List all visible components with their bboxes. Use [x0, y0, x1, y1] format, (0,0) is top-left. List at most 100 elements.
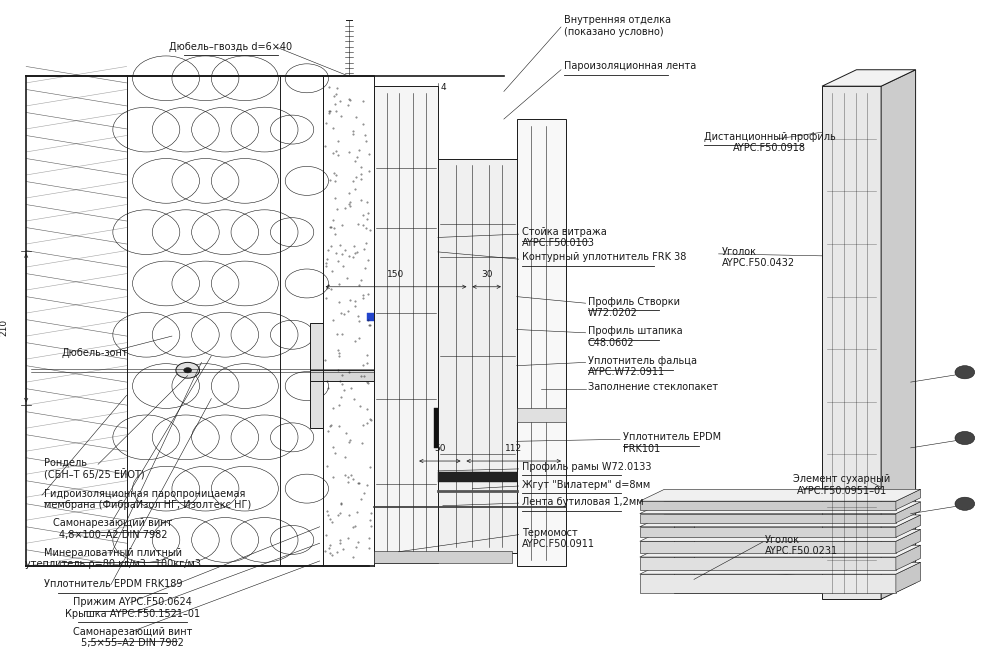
- Point: [355, 119, 371, 130]
- Point: [353, 494, 369, 504]
- Point: [320, 383, 336, 393]
- Point: [355, 96, 371, 106]
- Polygon shape: [694, 567, 847, 592]
- Point: [355, 290, 371, 301]
- Point: [319, 254, 335, 264]
- Point: [361, 148, 377, 159]
- Point: [345, 521, 361, 532]
- Point: [353, 275, 369, 285]
- Point: [342, 201, 358, 212]
- Point: [337, 451, 353, 462]
- Text: 50: 50: [434, 444, 446, 453]
- Point: [332, 508, 348, 519]
- Point: [346, 393, 362, 404]
- Point: [337, 202, 353, 213]
- Text: 210: 210: [0, 320, 8, 336]
- Point: [323, 241, 339, 251]
- Text: Уголок: Уголок: [722, 247, 757, 257]
- Point: [327, 193, 343, 204]
- Point: [349, 152, 365, 162]
- Text: (показано условно): (показано условно): [564, 26, 664, 37]
- Point: [350, 310, 366, 321]
- Point: [345, 552, 361, 563]
- Point: [321, 543, 337, 554]
- Point: [337, 470, 353, 480]
- Point: [334, 219, 350, 230]
- Point: [349, 506, 365, 517]
- Point: [325, 315, 341, 326]
- Point: [340, 532, 356, 543]
- Point: [361, 532, 377, 543]
- Point: [362, 514, 378, 525]
- Point: [357, 130, 373, 140]
- Text: Пароизоляционная лента: Пароизоляционная лента: [564, 61, 696, 71]
- Point: [355, 293, 371, 303]
- Point: [318, 258, 334, 268]
- Point: [361, 320, 377, 330]
- Point: [319, 283, 335, 293]
- Point: [330, 345, 346, 356]
- Polygon shape: [822, 70, 916, 86]
- Text: Уплотнитель EPDM: Уплотнитель EPDM: [623, 432, 721, 442]
- Point: [358, 223, 374, 233]
- Text: 5,5×55–A2 DIN 7982: 5,5×55–A2 DIN 7982: [81, 638, 184, 648]
- Point: [325, 215, 341, 225]
- Bar: [434, 409, 438, 448]
- Point: [359, 350, 375, 360]
- Polygon shape: [674, 520, 822, 592]
- Point: [357, 263, 373, 273]
- Point: [335, 261, 351, 272]
- Text: (СБН–Т 65/25 ЕЙОТ): (СБН–Т 65/25 ЕЙОТ): [44, 468, 145, 479]
- Point: [350, 478, 366, 488]
- Point: [351, 145, 367, 156]
- Text: Рондель: Рондель: [44, 457, 87, 467]
- Point: [330, 256, 346, 266]
- Text: Профиль рамы W72.0133: Профиль рамы W72.0133: [522, 462, 651, 472]
- Point: [326, 168, 342, 179]
- Text: AYPC.F50.0911: AYPC.F50.0911: [522, 539, 595, 549]
- Bar: [640, 541, 896, 553]
- Polygon shape: [640, 529, 921, 541]
- Point: [342, 95, 358, 105]
- Point: [329, 82, 345, 93]
- Point: [320, 425, 336, 436]
- Text: Прижим AYPC.F50.0624: Прижим AYPC.F50.0624: [73, 598, 192, 608]
- Point: [320, 279, 336, 290]
- Polygon shape: [896, 501, 921, 523]
- Text: AYPC.F50.0432: AYPC.F50.0432: [722, 258, 795, 268]
- Text: AYPC.F50.0103: AYPC.F50.0103: [522, 239, 595, 248]
- Point: [325, 402, 341, 413]
- Text: Дюбель–гвоздь d=6×40: Дюбель–гвоздь d=6×40: [169, 42, 293, 52]
- Polygon shape: [896, 529, 921, 553]
- Point: [329, 547, 345, 558]
- Point: [362, 414, 378, 424]
- Point: [339, 273, 355, 283]
- Polygon shape: [896, 515, 921, 537]
- Point: [333, 111, 349, 121]
- Point: [363, 521, 379, 531]
- Text: мембрана (ФибраИзол НГ, Изолтекс НГ): мембрана (ФибраИзол НГ, Изолтекс НГ): [44, 500, 251, 510]
- Point: [352, 401, 368, 411]
- Point: [348, 171, 364, 182]
- Point: [324, 266, 340, 276]
- Text: утеплитель ρ=80 кг/м3...100кг/м3: утеплитель ρ=80 кг/м3...100кг/м3: [25, 559, 201, 569]
- Point: [325, 123, 341, 133]
- Point: [347, 185, 363, 195]
- Text: Элемент сухарный: Элемент сухарный: [793, 474, 890, 484]
- Point: [332, 537, 348, 548]
- Text: Дистанционный профиль: Дистанционный профиль: [704, 132, 836, 142]
- Point: [320, 509, 336, 520]
- Text: Уголок: Уголок: [765, 535, 800, 545]
- Text: Самонарезающий винт: Самонарезающий винт: [53, 519, 173, 529]
- Point: [318, 293, 334, 303]
- Point: [327, 447, 343, 458]
- Point: [317, 355, 333, 365]
- Point: [348, 112, 364, 123]
- Point: [328, 106, 344, 117]
- Point: [356, 244, 372, 254]
- Point: [342, 295, 358, 305]
- Point: [341, 367, 357, 378]
- Point: [322, 175, 338, 186]
- Bar: [640, 501, 896, 509]
- Text: Внутренняя отделка: Внутренняя отделка: [564, 15, 671, 26]
